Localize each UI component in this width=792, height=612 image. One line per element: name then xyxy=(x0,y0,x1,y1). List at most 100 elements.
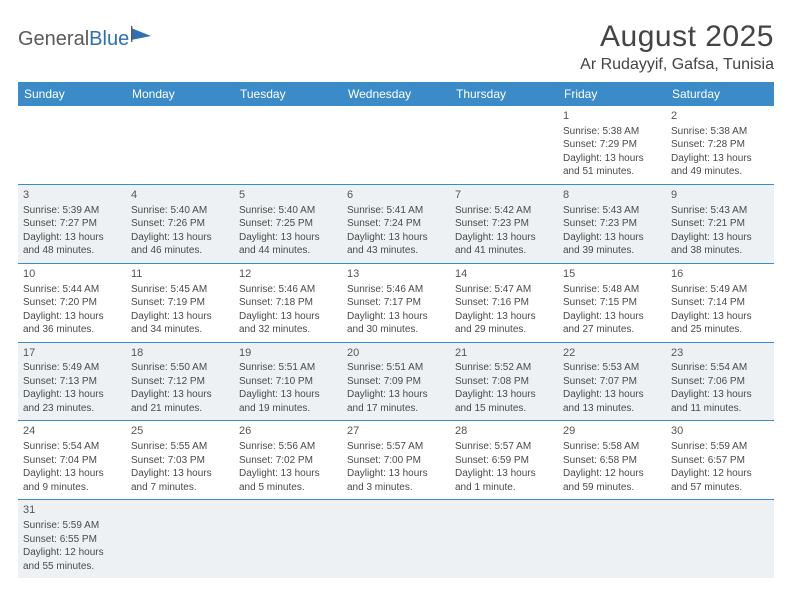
sunset-text: Sunset: 7:00 PM xyxy=(347,454,445,468)
calendar-day-empty xyxy=(558,500,666,578)
daylight-text-2: and 25 minutes. xyxy=(671,323,769,337)
sunset-text: Sunset: 7:09 PM xyxy=(347,375,445,389)
sunrise-text: Sunrise: 5:53 AM xyxy=(563,361,661,375)
day-number: 6 xyxy=(347,188,445,203)
calendar-day: 21Sunrise: 5:52 AMSunset: 7:08 PMDayligh… xyxy=(450,342,558,421)
sunrise-text: Sunrise: 5:49 AM xyxy=(671,283,769,297)
day-number: 13 xyxy=(347,267,445,282)
daylight-text-2: and 57 minutes. xyxy=(671,481,769,495)
calendar-day: 25Sunrise: 5:55 AMSunset: 7:03 PMDayligh… xyxy=(126,421,234,500)
day-header-row: SundayMondayTuesdayWednesdayThursdayFrid… xyxy=(18,82,774,106)
daylight-text-1: Daylight: 12 hours xyxy=(23,546,121,560)
daylight-text-1: Daylight: 12 hours xyxy=(671,467,769,481)
logo: GeneralBlue xyxy=(18,20,153,52)
calendar-week: 24Sunrise: 5:54 AMSunset: 7:04 PMDayligh… xyxy=(18,421,774,500)
sunrise-text: Sunrise: 5:57 AM xyxy=(347,440,445,454)
daylight-text-2: and 29 minutes. xyxy=(455,323,553,337)
day-number: 30 xyxy=(671,424,769,439)
daylight-text-2: and 11 minutes. xyxy=(671,402,769,416)
calendar-day-empty xyxy=(18,106,126,184)
daylight-text-2: and 44 minutes. xyxy=(239,244,337,258)
calendar-day-empty xyxy=(450,500,558,578)
calendar-day: 8Sunrise: 5:43 AMSunset: 7:23 PMDaylight… xyxy=(558,184,666,263)
daylight-text-2: and 5 minutes. xyxy=(239,481,337,495)
calendar-week: 31Sunrise: 5:59 AMSunset: 6:55 PMDayligh… xyxy=(18,500,774,578)
location-text: Ar Rudayyif, Gafsa, Tunisia xyxy=(580,56,774,74)
logo-flag-icon xyxy=(131,26,153,42)
calendar-day: 28Sunrise: 5:57 AMSunset: 6:59 PMDayligh… xyxy=(450,421,558,500)
calendar-day-empty xyxy=(234,106,342,184)
day-header: Tuesday xyxy=(234,82,342,106)
daylight-text-1: Daylight: 13 hours xyxy=(239,310,337,324)
day-header: Monday xyxy=(126,82,234,106)
daylight-text-1: Daylight: 13 hours xyxy=(131,231,229,245)
sunrise-text: Sunrise: 5:41 AM xyxy=(347,204,445,218)
daylight-text-1: Daylight: 13 hours xyxy=(563,231,661,245)
sunset-text: Sunset: 7:12 PM xyxy=(131,375,229,389)
day-number: 29 xyxy=(563,424,661,439)
sunset-text: Sunset: 7:24 PM xyxy=(347,217,445,231)
daylight-text-1: Daylight: 13 hours xyxy=(671,310,769,324)
calendar-day-empty xyxy=(126,106,234,184)
calendar-day-empty xyxy=(450,106,558,184)
day-header: Wednesday xyxy=(342,82,450,106)
day-number: 20 xyxy=(347,346,445,361)
sunset-text: Sunset: 6:59 PM xyxy=(455,454,553,468)
calendar-day: 9Sunrise: 5:43 AMSunset: 7:21 PMDaylight… xyxy=(666,184,774,263)
daylight-text-2: and 23 minutes. xyxy=(23,402,121,416)
day-number: 23 xyxy=(671,346,769,361)
daylight-text-1: Daylight: 13 hours xyxy=(131,310,229,324)
day-number: 18 xyxy=(131,346,229,361)
sunset-text: Sunset: 7:02 PM xyxy=(239,454,337,468)
day-number: 24 xyxy=(23,424,121,439)
day-number: 17 xyxy=(23,346,121,361)
sunset-text: Sunset: 7:29 PM xyxy=(563,138,661,152)
calendar-day: 27Sunrise: 5:57 AMSunset: 7:00 PMDayligh… xyxy=(342,421,450,500)
daylight-text-1: Daylight: 13 hours xyxy=(563,388,661,402)
daylight-text-1: Daylight: 13 hours xyxy=(23,310,121,324)
daylight-text-2: and 41 minutes. xyxy=(455,244,553,258)
sunset-text: Sunset: 7:23 PM xyxy=(455,217,553,231)
day-number: 19 xyxy=(239,346,337,361)
daylight-text-2: and 36 minutes. xyxy=(23,323,121,337)
sunrise-text: Sunrise: 5:56 AM xyxy=(239,440,337,454)
sunset-text: Sunset: 7:10 PM xyxy=(239,375,337,389)
sunset-text: Sunset: 7:07 PM xyxy=(563,375,661,389)
calendar-day: 4Sunrise: 5:40 AMSunset: 7:26 PMDaylight… xyxy=(126,184,234,263)
day-number: 21 xyxy=(455,346,553,361)
sunrise-text: Sunrise: 5:59 AM xyxy=(671,440,769,454)
calendar-week: 3Sunrise: 5:39 AMSunset: 7:27 PMDaylight… xyxy=(18,184,774,263)
day-number: 5 xyxy=(239,188,337,203)
calendar-day: 2Sunrise: 5:38 AMSunset: 7:28 PMDaylight… xyxy=(666,106,774,184)
sunrise-text: Sunrise: 5:40 AM xyxy=(239,204,337,218)
calendar-day-empty xyxy=(342,500,450,578)
daylight-text-2: and 46 minutes. xyxy=(131,244,229,258)
sunrise-text: Sunrise: 5:51 AM xyxy=(239,361,337,375)
sunrise-text: Sunrise: 5:51 AM xyxy=(347,361,445,375)
sunset-text: Sunset: 7:27 PM xyxy=(23,217,121,231)
calendar-day: 20Sunrise: 5:51 AMSunset: 7:09 PMDayligh… xyxy=(342,342,450,421)
sunrise-text: Sunrise: 5:47 AM xyxy=(455,283,553,297)
sunrise-text: Sunrise: 5:48 AM xyxy=(563,283,661,297)
sunset-text: Sunset: 6:58 PM xyxy=(563,454,661,468)
calendar-day: 1Sunrise: 5:38 AMSunset: 7:29 PMDaylight… xyxy=(558,106,666,184)
daylight-text-2: and 21 minutes. xyxy=(131,402,229,416)
calendar-day: 12Sunrise: 5:46 AMSunset: 7:18 PMDayligh… xyxy=(234,263,342,342)
daylight-text-2: and 1 minute. xyxy=(455,481,553,495)
calendar-day: 29Sunrise: 5:58 AMSunset: 6:58 PMDayligh… xyxy=(558,421,666,500)
day-number: 16 xyxy=(671,267,769,282)
day-number: 10 xyxy=(23,267,121,282)
daylight-text-2: and 17 minutes. xyxy=(347,402,445,416)
day-header: Saturday xyxy=(666,82,774,106)
sunrise-text: Sunrise: 5:46 AM xyxy=(347,283,445,297)
day-number: 12 xyxy=(239,267,337,282)
sunset-text: Sunset: 7:17 PM xyxy=(347,296,445,310)
day-number: 8 xyxy=(563,188,661,203)
calendar-day: 23Sunrise: 5:54 AMSunset: 7:06 PMDayligh… xyxy=(666,342,774,421)
sunset-text: Sunset: 7:14 PM xyxy=(671,296,769,310)
daylight-text-1: Daylight: 13 hours xyxy=(563,310,661,324)
daylight-text-1: Daylight: 13 hours xyxy=(671,231,769,245)
sunset-text: Sunset: 7:15 PM xyxy=(563,296,661,310)
month-title: August 2025 xyxy=(580,20,774,54)
day-number: 15 xyxy=(563,267,661,282)
